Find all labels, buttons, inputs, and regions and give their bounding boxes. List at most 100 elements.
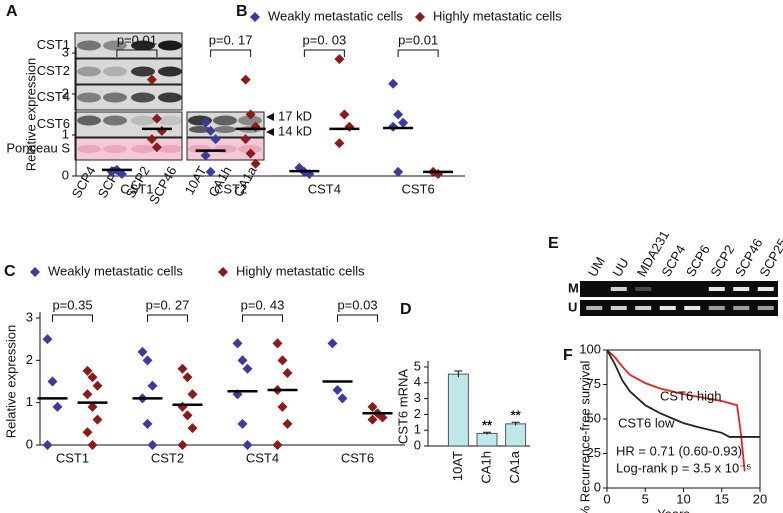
blot-row-label: Ponceau S bbox=[6, 140, 70, 155]
data-point bbox=[377, 412, 388, 423]
data-point bbox=[142, 418, 153, 429]
p-value: p=0.03 bbox=[337, 297, 377, 312]
y-tick-label: 5 bbox=[414, 358, 421, 373]
significance-bracket bbox=[242, 314, 283, 322]
data-point bbox=[240, 134, 251, 145]
legend-label: Weakly metastatic cells bbox=[268, 8, 403, 23]
blot-band bbox=[77, 66, 101, 77]
gel-row bbox=[580, 300, 778, 316]
blot-row-label: CST2 bbox=[37, 63, 70, 78]
y-tick-label: 1 bbox=[414, 422, 421, 437]
survival-curve bbox=[606, 349, 760, 438]
x-tick-label: CST1 bbox=[120, 181, 153, 196]
p-value: p=0.35 bbox=[52, 297, 92, 312]
blot-band bbox=[103, 115, 127, 126]
blot-band bbox=[131, 92, 155, 103]
x-tick-label: CA1a bbox=[507, 450, 522, 483]
y-axis-title: CST6 mRNA bbox=[395, 369, 410, 444]
panel-letter: C bbox=[4, 263, 16, 280]
y-tick-label: 100 bbox=[579, 341, 601, 356]
p-value: p=0. 43 bbox=[241, 297, 285, 312]
data-point bbox=[337, 393, 348, 404]
annotation: HR = 0.71 (0.60-0.93) bbox=[616, 443, 742, 458]
data-point bbox=[388, 78, 399, 89]
panel-letter: E bbox=[548, 235, 559, 252]
legend-label: Weakly metastatic cells bbox=[48, 263, 183, 278]
data-point bbox=[187, 389, 198, 400]
data-point bbox=[334, 54, 345, 65]
bar bbox=[447, 373, 469, 447]
significance-bracket bbox=[397, 49, 439, 57]
data-point bbox=[82, 389, 93, 400]
data-point bbox=[87, 372, 98, 383]
blot-band bbox=[103, 92, 127, 103]
data-point bbox=[332, 384, 343, 395]
data-point bbox=[146, 74, 157, 85]
gel-lane-label: SCP2 bbox=[707, 242, 737, 279]
data-point bbox=[339, 109, 350, 120]
gel-row-label: M bbox=[568, 280, 579, 295]
data-point bbox=[245, 148, 256, 159]
legend-marker bbox=[415, 12, 425, 22]
legend-marker bbox=[218, 267, 228, 277]
blot-band bbox=[77, 92, 101, 103]
legend-marker bbox=[30, 267, 40, 277]
error-bar bbox=[454, 370, 463, 378]
data-point bbox=[146, 134, 157, 145]
gel-band bbox=[659, 306, 676, 310]
blot-band bbox=[77, 40, 101, 51]
data-point bbox=[334, 138, 345, 149]
gel-band bbox=[757, 306, 774, 310]
data-point bbox=[142, 355, 153, 366]
error-bar bbox=[483, 431, 491, 435]
gel-band bbox=[757, 287, 774, 291]
data-point bbox=[200, 117, 211, 128]
y-tick-label: 4 bbox=[414, 374, 421, 389]
y-tick-label: 75 bbox=[587, 376, 601, 391]
gel-band bbox=[586, 306, 603, 310]
x-tick-label: 15 bbox=[715, 491, 729, 506]
data-point bbox=[327, 338, 338, 349]
x-tick-label: 5 bbox=[642, 491, 649, 506]
ponceau-band bbox=[158, 145, 182, 153]
blot-band bbox=[214, 126, 236, 133]
blot-lane-label: SCP4 bbox=[69, 164, 99, 201]
gel-band bbox=[708, 287, 725, 291]
blot-band bbox=[103, 66, 127, 77]
data-point bbox=[393, 109, 404, 120]
marker-arrow bbox=[266, 113, 274, 121]
gel-band bbox=[708, 306, 725, 310]
data-point bbox=[82, 365, 93, 376]
gel-band bbox=[635, 306, 652, 310]
y-tick-label: 0 bbox=[62, 167, 69, 182]
data-point bbox=[398, 117, 409, 128]
data-point bbox=[344, 121, 355, 132]
significance-bracket bbox=[52, 314, 93, 322]
gel-band bbox=[733, 287, 750, 291]
blot-band bbox=[103, 40, 127, 51]
data-point bbox=[245, 109, 256, 120]
data-point bbox=[177, 401, 188, 412]
significance-bracket bbox=[303, 49, 345, 57]
data-point bbox=[151, 142, 162, 153]
x-axis-title: Years bbox=[657, 506, 690, 513]
blot-marker-label: 17 kD bbox=[278, 108, 312, 123]
data-point bbox=[200, 150, 211, 161]
gel-lane-label: SCP6 bbox=[683, 242, 713, 279]
data-point bbox=[42, 440, 53, 450]
data-point bbox=[187, 423, 198, 434]
x-tick-label: 0 bbox=[603, 491, 610, 506]
gel-row-label: U bbox=[568, 299, 577, 314]
x-tick-label: CST1 bbox=[56, 450, 89, 465]
y-axis-title: Relative expression bbox=[23, 58, 38, 171]
data-point bbox=[87, 440, 98, 450]
p-value: p=0. 27 bbox=[146, 297, 190, 312]
blot-band bbox=[77, 115, 101, 126]
data-point bbox=[177, 440, 188, 450]
blot-band bbox=[131, 66, 155, 77]
gel-band bbox=[610, 287, 627, 291]
y-axis-title: Relative expression bbox=[3, 325, 18, 438]
data-point bbox=[272, 338, 283, 349]
data-point bbox=[151, 113, 162, 124]
data-point bbox=[182, 372, 193, 383]
